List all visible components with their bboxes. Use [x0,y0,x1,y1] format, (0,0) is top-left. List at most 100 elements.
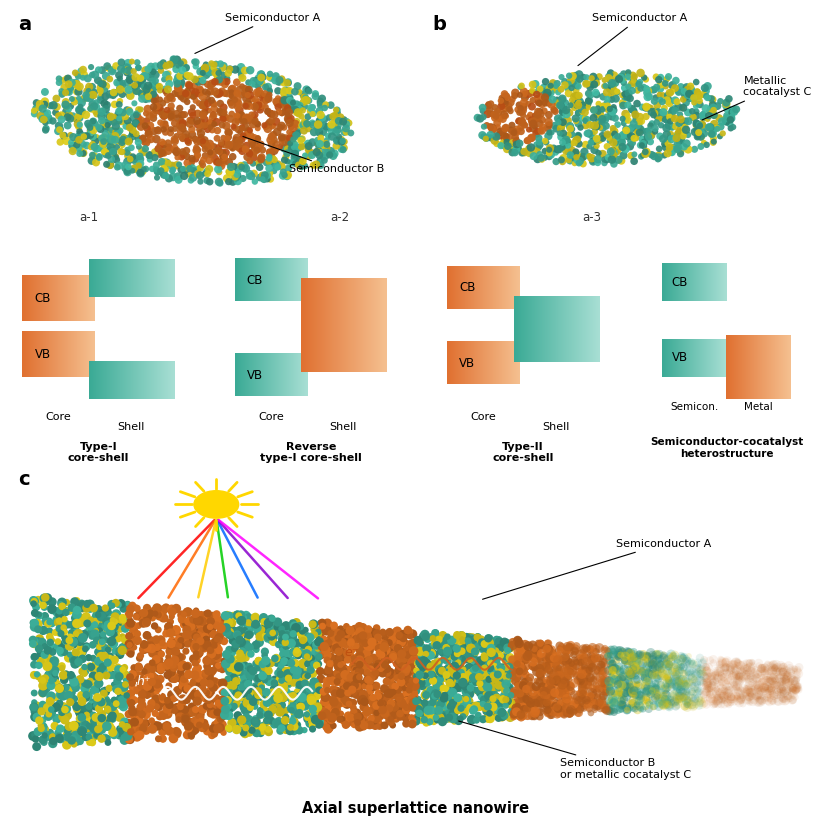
Point [279,680,292,693]
Point [213,176,226,190]
Point [162,78,176,91]
Point [203,622,216,635]
Point [602,685,616,698]
Point [670,131,683,144]
Point [141,689,154,702]
Point [216,149,230,163]
Point [274,724,287,737]
Point [282,77,295,90]
Point [150,159,163,172]
Point [80,610,93,623]
Point [622,129,635,143]
Point [126,730,140,743]
Point [366,696,379,710]
Point [151,79,165,93]
Point [598,702,612,716]
Point [198,610,211,624]
Point [132,713,146,726]
Point [159,163,172,176]
Point [461,682,474,696]
Point [726,112,739,125]
Point [455,629,468,642]
Point [102,681,116,695]
Point [126,673,140,686]
Point [427,659,440,672]
Point [258,660,271,674]
Point [287,123,300,136]
Point [607,667,621,681]
Point [74,675,87,688]
Point [287,154,300,168]
Point [266,686,280,700]
Point [774,683,787,696]
Point [779,673,792,686]
Point [161,705,174,718]
Point [102,621,116,635]
Point [663,131,676,144]
Point [220,698,233,711]
Point [671,657,684,671]
Point [493,661,507,675]
Point [204,695,217,708]
Point [56,700,69,713]
Point [490,692,503,706]
Point [384,674,397,687]
Point [494,94,508,108]
Point [544,676,557,689]
Point [298,723,311,736]
Point [239,686,252,699]
Point [252,655,265,668]
Point [82,119,95,132]
Point [344,126,358,139]
Point [743,691,756,704]
Point [300,691,313,705]
Point [313,96,326,109]
Point [319,637,333,650]
Point [472,708,485,721]
Point [124,89,137,103]
Point [257,172,270,185]
Point [577,70,590,84]
Point [355,688,369,701]
Point [701,679,715,692]
Point [709,669,722,682]
Point [688,673,701,686]
Point [742,660,755,673]
Point [57,708,70,721]
Point [400,642,414,655]
Point [575,646,588,660]
Point [361,665,374,678]
Point [637,667,651,681]
Point [90,698,103,711]
Point [153,105,166,119]
Point [55,645,68,659]
Point [711,694,724,707]
Point [200,693,213,706]
Point [542,663,556,676]
Point [95,711,108,725]
Point [344,635,358,648]
Point [661,134,674,147]
Point [500,143,513,156]
Point [255,707,268,721]
Point [60,618,73,631]
Point [117,130,131,144]
Point [150,653,163,666]
Point [198,106,211,119]
Point [106,599,119,612]
Point [52,615,65,629]
Point [514,657,527,671]
Point [181,620,194,634]
Point [399,710,413,723]
Point [719,661,732,675]
Point [368,635,381,649]
Point [651,666,665,680]
Point [50,712,63,726]
Point [314,665,327,678]
Point [479,677,493,691]
Point [582,149,596,163]
Point [716,675,730,688]
Point [658,694,671,707]
Point [534,655,547,668]
Point [242,691,255,704]
